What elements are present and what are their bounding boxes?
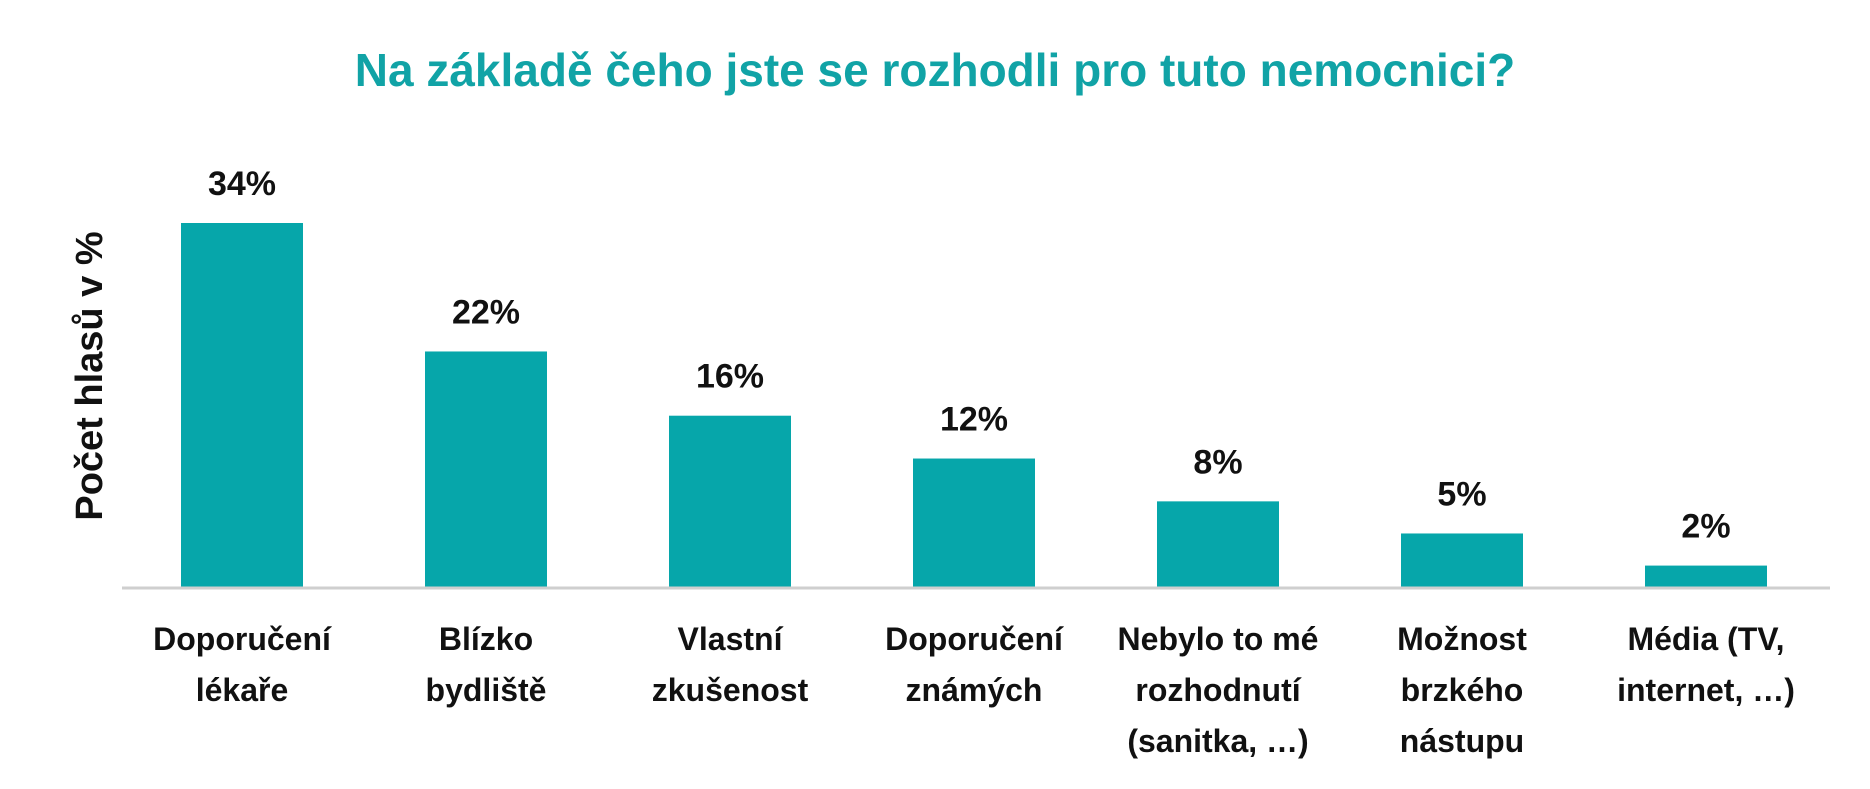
category-label-line: (sanitka, …) — [1127, 723, 1308, 759]
data-label: 2% — [1681, 508, 1730, 546]
data-label: 8% — [1193, 443, 1242, 481]
bar — [181, 223, 303, 587]
category-label-line: Doporučení — [885, 621, 1064, 657]
category-label: Doporučení známých — [885, 621, 1064, 708]
category-label-line: Média (TV, — [1627, 621, 1784, 657]
category-label-line: nástupu — [1400, 723, 1524, 759]
bar — [425, 351, 547, 587]
category-label-line: Doporučení — [153, 621, 332, 657]
category-label-line: internet, …) — [1617, 672, 1795, 708]
data-label: 34% — [208, 165, 276, 203]
category-label: Vlastní zkušenost — [652, 621, 809, 708]
category-label-line: zkušenost — [652, 672, 809, 708]
bar — [1401, 533, 1523, 587]
category-label-line: rozhodnutí — [1135, 672, 1301, 708]
category-label-line: brzkého — [1401, 672, 1524, 708]
bars-group — [181, 223, 1767, 587]
category-label-line: Možnost — [1397, 621, 1527, 657]
category-label: Blízko bydliště — [426, 621, 547, 708]
data-label: 22% — [452, 293, 520, 331]
bar — [1157, 501, 1279, 587]
category-label-line: bydliště — [426, 672, 547, 708]
category-labels-group: Doporučení lékaře Blízko bydliště Vlastní zku… — [153, 621, 1795, 759]
y-axis-label: Počet hlasů v % — [69, 231, 111, 520]
bar — [669, 415, 791, 587]
category-label: Možnost brzkého nástupu — [1397, 621, 1527, 759]
category-label: Nebylo to mé rozhodnutí (sanitka, …) — [1118, 621, 1319, 759]
category-label-line: Blízko — [439, 621, 533, 657]
bar — [913, 458, 1035, 587]
data-label: 16% — [696, 358, 764, 396]
category-label-line: Nebylo to mé — [1118, 621, 1319, 657]
bar — [1645, 565, 1767, 587]
data-label: 12% — [940, 401, 1008, 439]
category-label-line: Vlastní — [678, 621, 784, 657]
category-label-line: lékaře — [196, 672, 289, 708]
category-label: Média (TV, internet, …) — [1617, 621, 1795, 708]
category-label-line: známých — [906, 672, 1043, 708]
data-label: 5% — [1437, 475, 1486, 513]
category-label: Doporučení lékaře — [153, 621, 332, 708]
value-labels-group: 34% 22% 16% 12% 8% 5% 2% — [208, 165, 1731, 546]
chart-title: Na základě čeho jste se rozhodli pro tut… — [355, 44, 1515, 96]
